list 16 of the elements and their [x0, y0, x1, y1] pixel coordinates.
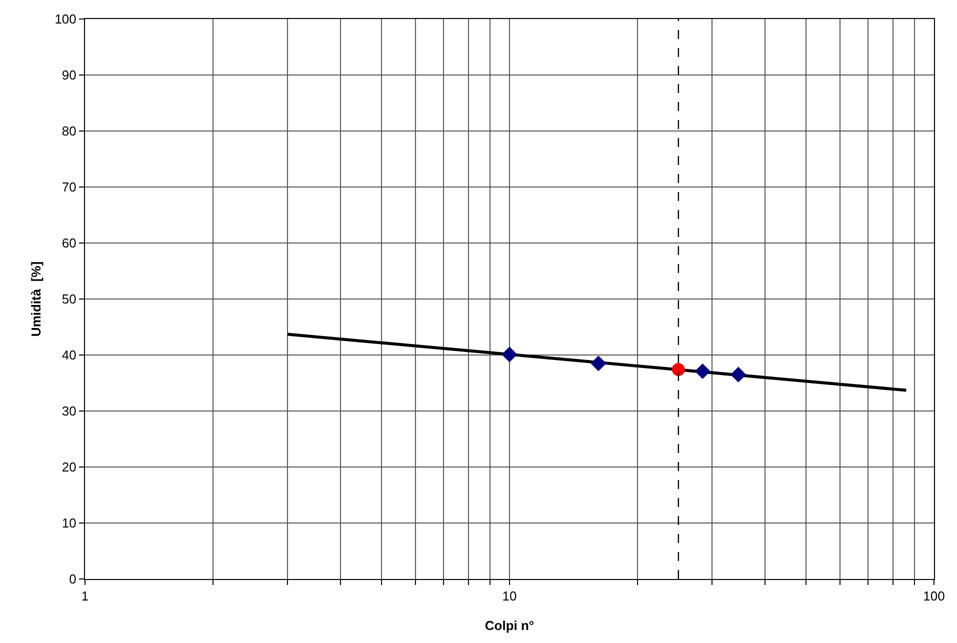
y-tick-label: 60	[62, 236, 76, 251]
y-tick-label: 100	[54, 12, 76, 27]
y-tick-label: 50	[62, 292, 76, 307]
y-tick-label: 80	[62, 124, 76, 139]
y-tick-label: 90	[62, 68, 76, 83]
y-tick-label: 40	[62, 348, 76, 363]
x-tick-label: 100	[923, 588, 945, 604]
y-tick-label: 20	[62, 460, 76, 475]
y-tick-label: 70	[62, 180, 76, 195]
y-tick-label: 10	[62, 516, 76, 531]
x-tick-label: 1	[81, 588, 89, 604]
y-tick-label: 0	[69, 572, 76, 587]
y-tick-label: 30	[62, 404, 76, 419]
x-axis-title: Colpi n°	[484, 618, 534, 634]
x-tick-label: 10	[502, 588, 517, 604]
y-axis-title: Umidità [%]	[28, 261, 44, 337]
